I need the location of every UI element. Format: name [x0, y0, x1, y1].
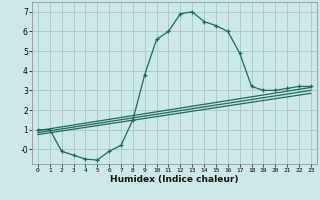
X-axis label: Humidex (Indice chaleur): Humidex (Indice chaleur) — [110, 175, 239, 184]
